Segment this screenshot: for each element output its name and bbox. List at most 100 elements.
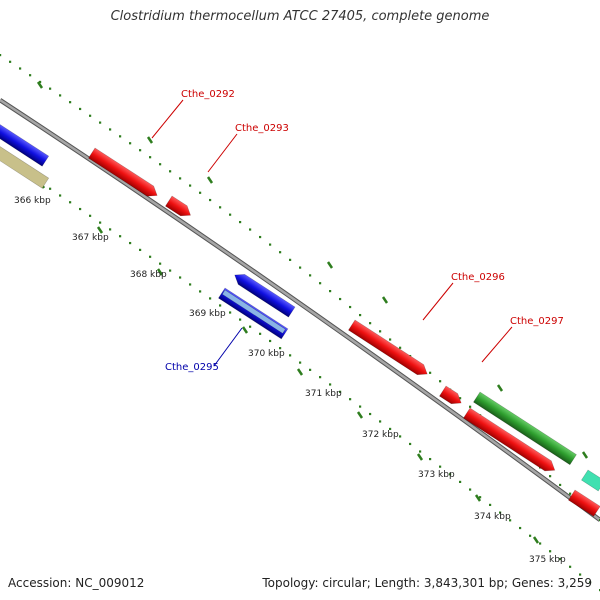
red-gene-0297[interactable] xyxy=(439,385,464,408)
kbp-label: 369 kbp xyxy=(189,309,226,319)
tick-major xyxy=(381,296,389,304)
tick-minor xyxy=(469,488,472,491)
red-gene-0296[interactable] xyxy=(348,319,430,379)
red-gene-lower[interactable] xyxy=(463,407,558,475)
kbp-labels: 366 kbp 367 kbp 368 kbp 369 kbp 370 kbp 371 k… xyxy=(14,196,566,565)
tick-minor xyxy=(89,214,92,217)
tick-minor xyxy=(229,213,232,216)
gene-label[interactable]: Cthe_0296 xyxy=(451,272,505,283)
tick-minor xyxy=(539,542,542,545)
steelblue-feature-0295[interactable] xyxy=(221,289,286,334)
tick-minor xyxy=(199,290,202,293)
tick-minor xyxy=(279,347,282,350)
tick-major xyxy=(241,326,249,334)
tick-minor xyxy=(259,332,262,335)
tick-minor xyxy=(459,397,462,400)
tick-minor xyxy=(19,67,22,70)
tick-minor xyxy=(589,581,592,584)
tick-minor xyxy=(429,457,432,461)
tick-minor xyxy=(569,492,572,495)
tick-major xyxy=(206,176,214,184)
tick-minor xyxy=(519,526,522,530)
tick-minor xyxy=(179,276,182,279)
tick-minor xyxy=(239,220,242,224)
kbp-label: 367 kbp xyxy=(72,233,109,243)
kbp-label: 374 kbp xyxy=(474,512,511,522)
tick-minor xyxy=(499,511,502,514)
tick-minor xyxy=(9,60,12,63)
tick-major xyxy=(474,494,482,502)
teal-feature[interactable] xyxy=(581,469,600,492)
green-feature[interactable] xyxy=(473,391,577,466)
gene-label-leader xyxy=(207,133,238,173)
tick-minor xyxy=(309,274,312,277)
gene-features xyxy=(0,117,600,517)
tick-marks xyxy=(0,54,600,592)
tick-minor xyxy=(99,121,102,124)
tick-minor xyxy=(409,442,412,446)
tick-minor xyxy=(559,483,562,487)
kbp-label: 375 kbp xyxy=(529,555,566,565)
gene-label[interactable]: Cthe_0292 xyxy=(181,89,235,100)
tick-minor xyxy=(549,550,552,553)
tick-minor xyxy=(299,266,302,269)
red-gene-0292[interactable] xyxy=(88,147,160,201)
gene-label[interactable]: Cthe_0297 xyxy=(510,316,564,327)
tick-minor xyxy=(529,534,532,537)
tick-minor xyxy=(49,187,52,190)
tick-minor xyxy=(439,380,442,383)
gene-label-leader xyxy=(151,99,184,139)
tick-minor xyxy=(389,338,392,341)
tick-minor xyxy=(509,519,512,522)
gene-label-leader xyxy=(213,327,243,367)
gene-label-leader xyxy=(481,326,513,363)
tick-minor xyxy=(329,289,332,293)
tick-minor xyxy=(159,163,162,166)
blue-feature-left[interactable] xyxy=(0,117,50,167)
tick-minor xyxy=(359,313,362,317)
olive-feature-left[interactable] xyxy=(0,139,50,189)
tick-minor xyxy=(419,450,422,453)
red-gene-0293[interactable] xyxy=(165,195,193,220)
tick-minor xyxy=(99,221,102,224)
tick-major xyxy=(326,261,334,269)
tick-minor xyxy=(209,198,212,202)
gene-label[interactable]: Cthe_0295 xyxy=(165,362,219,373)
tick-minor xyxy=(559,557,562,561)
tick-major xyxy=(581,451,589,459)
tick-minor xyxy=(549,475,552,478)
genome-backbone xyxy=(0,98,600,522)
tick-minor xyxy=(319,282,322,285)
tick-minor xyxy=(489,503,492,507)
tick-minor xyxy=(439,465,442,468)
tick-minor xyxy=(149,255,152,258)
tick-major xyxy=(146,136,154,144)
tick-major xyxy=(296,368,304,376)
tick-minor xyxy=(239,318,242,321)
tick-minor xyxy=(309,368,312,371)
tick-minor xyxy=(49,87,52,90)
tick-minor xyxy=(29,74,32,77)
tick-minor xyxy=(279,251,282,254)
tick-minor xyxy=(229,311,232,314)
tick-major xyxy=(156,268,164,276)
tick-minor xyxy=(299,361,302,364)
tick-minor xyxy=(339,390,342,393)
tick-minor xyxy=(139,149,142,152)
blue-gene-upper[interactable] xyxy=(231,270,296,318)
kbp-label: 368 kbp xyxy=(130,270,167,280)
tick-minor xyxy=(129,241,132,245)
tick-major xyxy=(532,536,540,544)
tick-minor xyxy=(39,80,42,84)
gene-label[interactable]: Cthe_0293 xyxy=(235,123,289,134)
tick-minor xyxy=(189,283,192,286)
tick-minor xyxy=(289,258,292,261)
tick-major xyxy=(416,453,424,461)
tick-minor xyxy=(339,297,342,301)
teal-feature[interactable] xyxy=(568,489,600,517)
tick-minor xyxy=(79,107,82,111)
tick-minor xyxy=(69,101,72,104)
map-title: Clostridium thermocellum ATCC 27405, com… xyxy=(110,9,490,24)
kbp-label: 373 kbp xyxy=(418,470,455,480)
tick-minor xyxy=(209,297,212,300)
